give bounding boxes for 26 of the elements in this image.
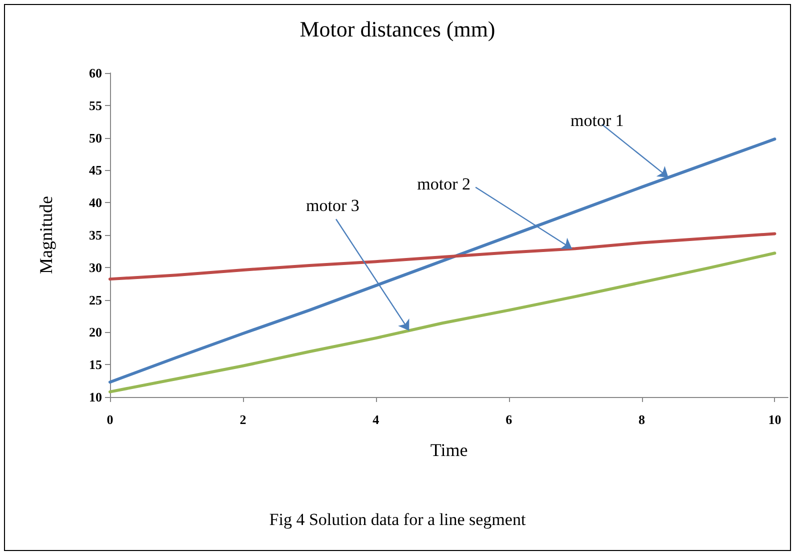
x-tick-label: 10 (768, 412, 782, 427)
x-tick-label: 0 (106, 412, 114, 427)
y-tick-label: 15 (89, 357, 102, 372)
line-series (108, 232, 776, 281)
line-series (108, 252, 776, 394)
y-axis-title: Magnitude (36, 196, 56, 274)
x-tick-label: 2 (240, 412, 246, 427)
y-tick-label: 55 (89, 98, 102, 113)
x-tick-label: 6 (506, 412, 513, 427)
y-tick-label: 10 (89, 390, 102, 404)
y-tick-label: 50 (89, 130, 102, 146)
x-axis-title: Time (430, 440, 468, 460)
y-tick-label: 45 (89, 162, 102, 178)
text: motor 3 (306, 196, 360, 216)
y-tick-label: 35 (89, 228, 102, 242)
x-tick-label: 8 (638, 412, 646, 427)
y-tick-label: 60 (89, 66, 102, 80)
chart-title: Motor distances (mm) (300, 16, 496, 42)
y-tick-label: 20 (89, 324, 102, 340)
x-tick-label: 4 (372, 412, 380, 427)
text: motor 2 (417, 174, 471, 194)
y-tick-label: 40 (89, 195, 102, 210)
caption: Fig 4 Solution data for a line segment (268, 510, 527, 530)
y-tick-label: 30 (89, 260, 102, 275)
text: motor 1 (570, 111, 624, 130)
y-tick-label: 25 (89, 292, 102, 308)
